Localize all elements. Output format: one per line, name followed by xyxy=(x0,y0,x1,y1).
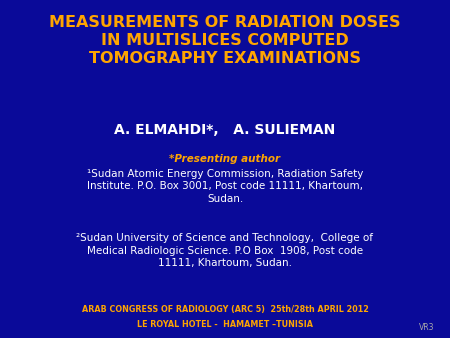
Text: LE ROYAL HOTEL -  HAMAMET –TUNISIA: LE ROYAL HOTEL - HAMAMET –TUNISIA xyxy=(137,320,313,330)
Text: ¹Sudan Atomic Energy Commission, Radiation Safety
Institute. P.O. Box 3001, Post: ¹Sudan Atomic Energy Commission, Radiati… xyxy=(87,169,363,204)
Text: ²Sudan University of Science and Technology,  College of
Medical Radiologic Scie: ²Sudan University of Science and Technol… xyxy=(76,233,373,268)
Text: *Presenting author: *Presenting author xyxy=(170,154,280,164)
Text: VR3: VR3 xyxy=(419,323,434,332)
Text: MEASUREMENTS OF RADIATION DOSES
IN MULTISLICES COMPUTED
TOMOGRAPHY EXAMINATIONS: MEASUREMENTS OF RADIATION DOSES IN MULTI… xyxy=(49,15,401,66)
Text: ARAB CONGRESS OF RADIOLOGY (ARC 5)  25th/28th APRIL 2012: ARAB CONGRESS OF RADIOLOGY (ARC 5) 25th/… xyxy=(81,305,369,314)
Text: A. ELMAHDI*,   A. SULIEMAN: A. ELMAHDI*, A. SULIEMAN xyxy=(114,123,336,137)
